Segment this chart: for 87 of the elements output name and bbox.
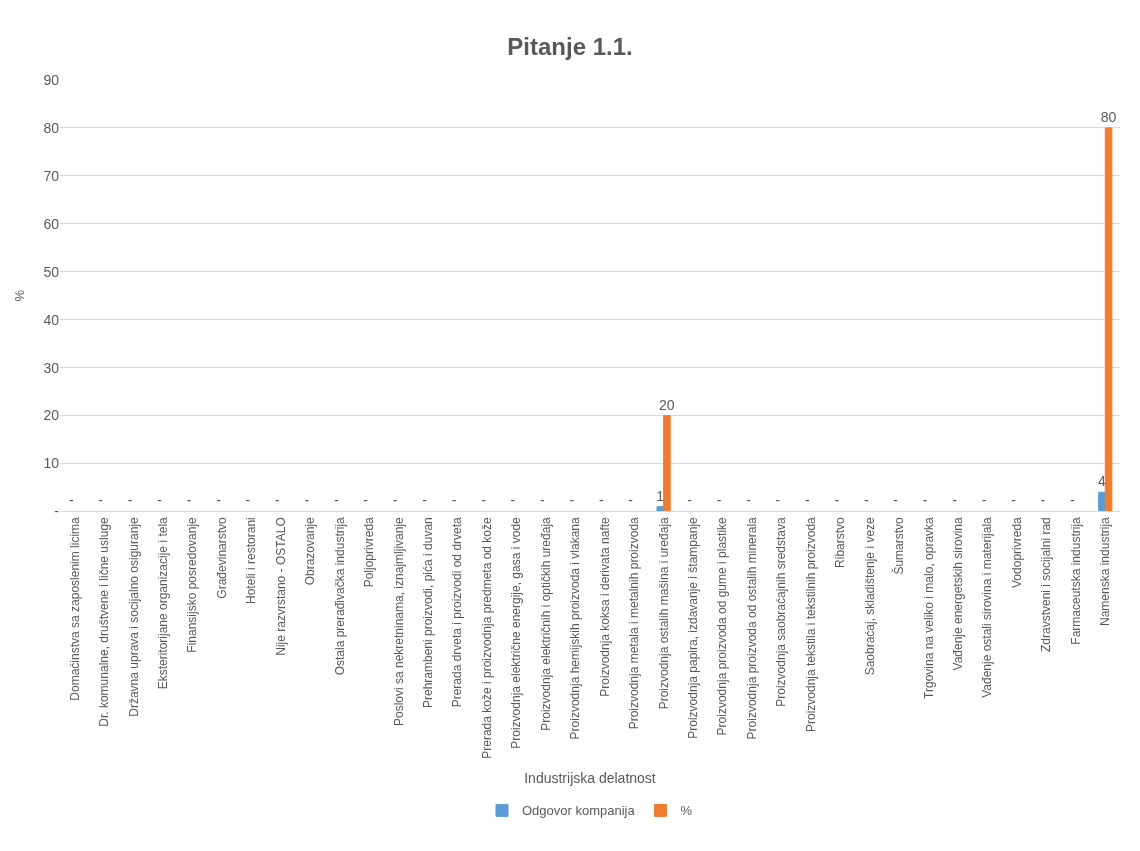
x-tick-label: Proizvodnja električnih i optičkih uređaja <box>538 516 553 731</box>
data-label: - <box>540 492 546 509</box>
data-label: - <box>834 492 840 509</box>
data-label: - <box>687 492 693 509</box>
x-tick-label: Proizvodnja saobraćajnih sredstava <box>774 516 789 707</box>
y-tick-label: 80 <box>43 119 60 136</box>
data-label: 20 <box>659 396 675 413</box>
data-label: - <box>1011 492 1017 509</box>
x-tick-label: Eksteritorijane organizacije i tela <box>155 516 170 690</box>
data-label: - <box>157 492 163 509</box>
x-tick-label: Proizvodnja električne energije, gasa i vode <box>509 516 524 749</box>
data-label: - <box>510 492 516 509</box>
x-tick-label: Vađenje ostali sirovina i materijala <box>980 516 995 698</box>
data-label: - <box>333 492 339 509</box>
data-label: - <box>569 492 575 509</box>
x-tick-label: Proizvodnja proizvoda od gume i plastike <box>715 516 730 736</box>
x-tick-label: Poljoprivreda <box>362 516 377 588</box>
data-label: 80 <box>1100 108 1117 125</box>
x-tick-label: Proizvodnja metala i metalnih proizvoda <box>627 516 642 730</box>
data-label: - <box>451 492 457 509</box>
y-tick-label: 30 <box>43 359 60 376</box>
data-label: - <box>952 492 958 509</box>
x-tick-label: Građevinarstvo <box>214 516 229 599</box>
x-tick-label: Proizvodnja hemijskih proizvoda i vlakana <box>568 516 583 740</box>
data-label: - <box>716 492 722 509</box>
x-tick-label: Trgovina na veliko i malo, opravka <box>921 516 936 699</box>
x-tick-label: Proizvodnja tekstila i tekstilnih proizvoda <box>803 516 818 733</box>
x-tick-label: Prehrambeni proizvodi, pića i duvan <box>420 517 435 709</box>
x-axis-title: Industrijska delatnost <box>524 770 656 787</box>
x-tick-label: Obrazovanje <box>303 516 318 586</box>
y-tick-label: 50 <box>43 263 60 280</box>
data-label: - <box>186 492 192 509</box>
x-tick-label: Šumarstvo <box>891 516 907 575</box>
x-tick-label: Proizvodnja koksa i derivata nafte <box>597 516 612 697</box>
x-tick-label: Zdravstveni i socijalni rad <box>1039 517 1054 652</box>
x-tick-label: Prerada kože i proizvodnja predmeta od kože <box>479 516 494 759</box>
legend-label: Odgovor kompanija <box>522 803 636 819</box>
x-tick-label: Domaćinstva sa zaposlenim licima <box>67 516 82 701</box>
data-label: - <box>245 492 251 509</box>
x-tick-label: Proizvodnja ostalih mašina i uređaja <box>656 516 671 710</box>
x-tick-label: Saobraćaj, skladištenje i veze <box>862 516 877 676</box>
data-label: - <box>746 492 752 509</box>
y-tick-label: 70 <box>43 167 60 184</box>
data-label: - <box>1070 492 1076 509</box>
data-label: - <box>363 492 369 509</box>
data-label: - <box>863 492 869 509</box>
data-label: - <box>481 492 487 509</box>
x-tick-label: Proizvodnja papira, izdavanje i štampanje <box>685 516 700 739</box>
data-label: - <box>392 492 398 509</box>
x-tick-label: Nije razvrstano - OSTALO <box>273 517 288 656</box>
data-label: - <box>98 492 104 509</box>
data-label: - <box>893 492 899 509</box>
data-label: - <box>304 492 310 509</box>
y-axis-title: % <box>12 289 28 302</box>
data-label: - <box>922 492 928 509</box>
x-tick-label: Finansijsko posredovanje <box>185 516 200 653</box>
x-tick-label: Ribarstvo <box>833 516 848 568</box>
x-tick-label: Hoteli i restorani <box>244 517 259 604</box>
data-label: - <box>628 492 634 509</box>
x-tick-label: Prerada drveta i proizvodi od drveta <box>450 516 465 708</box>
data-label: - <box>805 492 811 509</box>
y-tick-label: 10 <box>43 455 60 472</box>
x-tick-label: Proizvodnja proizvoda od ostalih minerala <box>744 516 759 740</box>
y-tick-label: 20 <box>43 407 60 424</box>
data-label: - <box>216 492 222 509</box>
data-label: - <box>598 492 604 509</box>
x-tick-label: Dr. komunalne, društvene i lične usluge <box>97 516 112 727</box>
data-label: - <box>1040 492 1046 509</box>
data-label: - <box>775 492 781 509</box>
y-tick-label: 40 <box>43 311 60 328</box>
data-label: - <box>422 492 428 509</box>
x-tick-label: Farmaceutska industrija <box>1068 516 1083 645</box>
x-tick-label: Vodoprivreda <box>1009 516 1024 588</box>
x-tick-label: Državna uprava i socijalno osiguranje <box>126 516 141 717</box>
x-tick-label: Namenska industrija <box>1098 516 1113 626</box>
data-label: - <box>68 492 74 509</box>
x-tick-label: Poslovi sa nekretninama, iznajmljivanje <box>391 516 406 727</box>
x-tick-label: Vađenje energetskih sirovina <box>950 516 965 671</box>
data-label: - <box>275 492 281 509</box>
x-tick-label: Ostala prerađivačka industrija <box>332 516 347 676</box>
legend-label: % <box>680 803 693 819</box>
data-label: - <box>127 492 133 509</box>
y-tick-label: 90 <box>43 71 60 88</box>
y-tick-label: 60 <box>43 215 60 232</box>
chart-title: Pitanje 1.1. <box>507 33 633 61</box>
data-label: - <box>981 492 987 509</box>
y-tick-label: - <box>54 503 60 520</box>
